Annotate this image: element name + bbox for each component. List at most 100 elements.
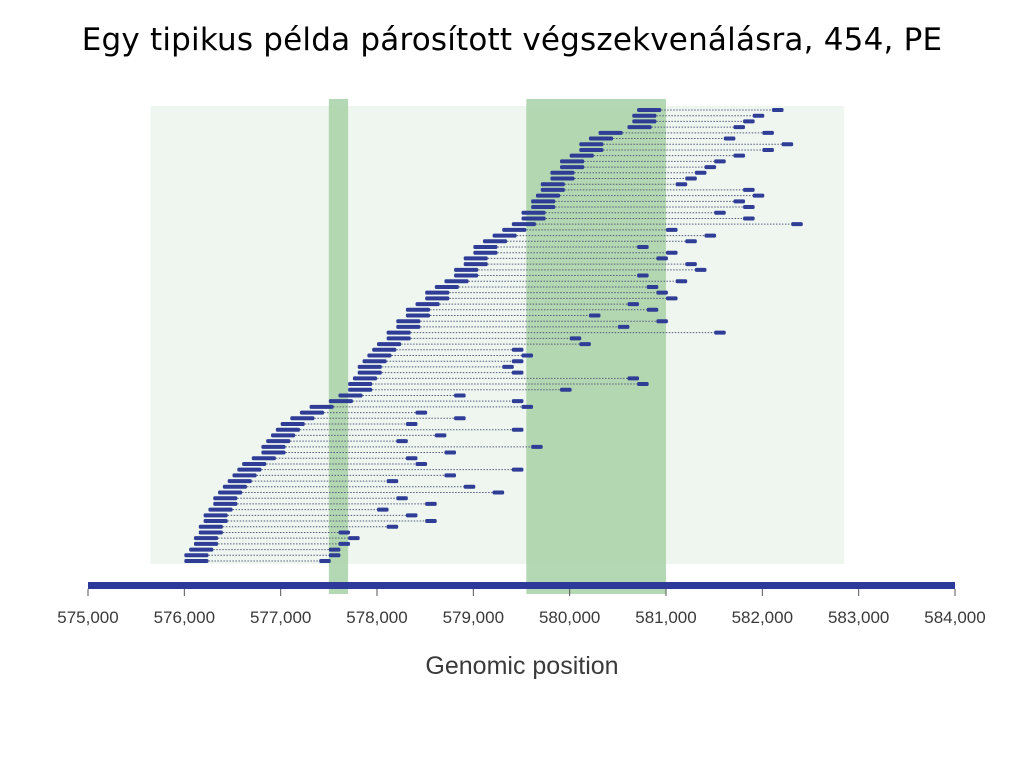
read-right bbox=[588, 313, 601, 318]
read-right bbox=[694, 170, 707, 175]
read-pair bbox=[560, 165, 717, 170]
read-left bbox=[232, 473, 257, 478]
read-left bbox=[521, 210, 546, 215]
read-right bbox=[617, 324, 630, 329]
read-pair bbox=[502, 227, 678, 232]
read-left bbox=[227, 479, 252, 484]
read-right bbox=[521, 353, 534, 358]
read-right bbox=[377, 507, 389, 512]
read-left bbox=[425, 290, 450, 295]
read-pair bbox=[569, 153, 745, 158]
read-pair bbox=[535, 193, 765, 198]
read-left bbox=[242, 461, 267, 466]
read-pair bbox=[261, 444, 543, 449]
x-tick-label: 576,000 bbox=[154, 608, 215, 627]
read-left bbox=[415, 302, 440, 307]
read-left bbox=[569, 153, 594, 158]
read-pair bbox=[338, 393, 466, 398]
read-left bbox=[198, 530, 223, 535]
read-left bbox=[521, 216, 546, 221]
read-pair bbox=[511, 222, 803, 227]
read-left bbox=[189, 547, 214, 552]
read-pair bbox=[266, 439, 408, 444]
read-pair bbox=[198, 524, 399, 529]
read-right bbox=[714, 159, 726, 164]
read-pair bbox=[222, 484, 476, 489]
read-left bbox=[425, 296, 450, 301]
read-left bbox=[208, 507, 233, 512]
read-right bbox=[791, 222, 803, 227]
read-left bbox=[579, 142, 604, 147]
read-left bbox=[531, 205, 556, 210]
read-right bbox=[694, 267, 707, 272]
read-right bbox=[415, 410, 428, 415]
read-left bbox=[237, 467, 262, 472]
read-right bbox=[386, 479, 399, 484]
read-left bbox=[309, 404, 334, 409]
read-left bbox=[560, 159, 585, 164]
read-left bbox=[632, 119, 657, 124]
highlight-region-layer bbox=[328, 99, 666, 594]
read-left bbox=[271, 433, 296, 438]
read-right bbox=[637, 382, 649, 387]
read-right bbox=[743, 119, 755, 124]
read-right bbox=[405, 421, 418, 426]
read-pair bbox=[521, 210, 726, 215]
read-right bbox=[444, 450, 456, 455]
read-pair bbox=[242, 461, 428, 466]
read-pair bbox=[540, 187, 755, 192]
x-axis-label: Genomic position bbox=[425, 652, 618, 680]
read-pair bbox=[425, 296, 678, 301]
read-left bbox=[184, 553, 209, 558]
read-pair bbox=[598, 130, 774, 135]
read-right bbox=[704, 165, 717, 170]
read-pair bbox=[444, 279, 688, 284]
read-right bbox=[627, 302, 640, 307]
read-left bbox=[386, 336, 411, 341]
read-pair bbox=[198, 530, 351, 535]
read-pair bbox=[454, 267, 707, 272]
read-left bbox=[280, 421, 305, 426]
read-pair bbox=[348, 387, 572, 392]
read-pair bbox=[271, 433, 447, 438]
read-pair bbox=[632, 113, 765, 118]
read-pair bbox=[357, 370, 524, 375]
highlight-region-1 bbox=[328, 99, 349, 594]
x-tick-label: 579,000 bbox=[443, 608, 504, 627]
read-left bbox=[511, 222, 536, 227]
read-left bbox=[627, 125, 652, 130]
read-pair bbox=[482, 239, 697, 244]
read-pair bbox=[261, 450, 456, 455]
read-left bbox=[362, 359, 387, 364]
read-left bbox=[396, 319, 421, 324]
read-pair bbox=[213, 496, 408, 501]
read-pair bbox=[203, 519, 437, 524]
read-left bbox=[266, 439, 291, 444]
read-pair bbox=[463, 256, 668, 261]
read-right bbox=[743, 187, 755, 192]
read-right bbox=[685, 176, 697, 181]
read-pair bbox=[290, 416, 466, 421]
read-right bbox=[752, 193, 765, 198]
read-left bbox=[357, 370, 382, 375]
read-pair bbox=[184, 553, 341, 558]
read-left bbox=[193, 541, 219, 546]
read-pair bbox=[213, 501, 437, 506]
read-pair bbox=[328, 399, 524, 404]
read-left bbox=[454, 273, 479, 278]
read-pair bbox=[550, 176, 697, 181]
read-left bbox=[251, 456, 276, 461]
read-left bbox=[473, 245, 498, 250]
read-right bbox=[319, 559, 331, 563]
read-right bbox=[511, 427, 524, 432]
x-tick-label: 581,000 bbox=[635, 608, 696, 627]
read-right bbox=[511, 359, 524, 364]
read-left bbox=[203, 513, 228, 518]
read-pair bbox=[550, 170, 707, 175]
read-right bbox=[405, 456, 418, 461]
read-right bbox=[675, 182, 688, 187]
read-left bbox=[193, 536, 219, 541]
read-pair bbox=[386, 330, 726, 335]
read-right bbox=[714, 330, 726, 335]
